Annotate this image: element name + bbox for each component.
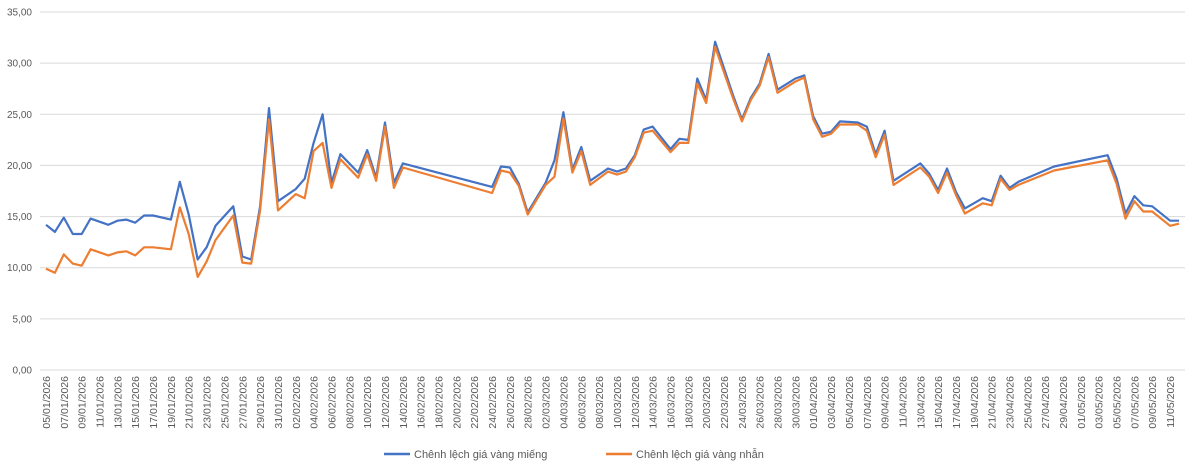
x-tick-label: 21/04/2026 [987,376,999,429]
x-tick-label: 06/03/2026 [576,376,588,429]
x-tick-label: 16/03/2026 [665,376,677,429]
x-tick-label: 08/03/2026 [594,376,606,429]
series-line-1 [45,40,1179,261]
y-tick-label: 10,00 [7,263,32,274]
x-tick-label: 03/05/2026 [1094,376,1106,429]
x-tick-label: 10/03/2026 [612,376,624,429]
x-tick-label: 19/01/2026 [166,376,178,429]
x-tick-label: 28/02/2026 [523,376,535,429]
x-tick-label: 02/03/2026 [541,376,553,429]
x-tick-label: 24/03/2026 [737,376,749,429]
x-tick-label: 30/03/2026 [790,376,802,429]
x-tick-label: 04/03/2026 [558,376,570,429]
x-tick-label: 09/05/2026 [1147,376,1159,429]
x-tick-label: 27/04/2026 [1040,376,1052,429]
x-tick-label: 29/01/2026 [255,376,267,429]
x-tick-label: 21/01/2026 [184,376,196,429]
y-tick-label: 25,00 [7,110,32,121]
x-tick-label: 20/02/2026 [451,376,463,429]
x-tick-label: 23/01/2026 [202,376,214,429]
series-line-2 [45,45,1180,278]
x-tick-label: 16/02/2026 [416,376,428,429]
x-tick-label: 18/02/2026 [434,376,446,429]
x-tick-label: 02/02/2026 [291,376,303,429]
x-tick-label: 15/01/2026 [130,376,142,429]
y-tick-label: 30,00 [7,59,32,70]
x-tick-label: 08/02/2026 [344,376,356,429]
x-tick-label: 12/03/2026 [630,376,642,429]
x-tick-label: 23/04/2026 [1004,376,1016,429]
gridlines [40,11,1185,371]
x-tick-label: 13/04/2026 [915,376,927,429]
y-axis-ticks: 0,00 5,00 10,00 15,00 20,00 25,00 30,00 35,00 [7,8,32,377]
x-tick-label: 01/04/2026 [808,376,820,429]
series-lines [45,40,1180,278]
y-tick-label: 5,00 [13,314,33,325]
x-tick-label: 31/01/2026 [273,376,285,429]
y-tick-label: 15,00 [7,212,32,223]
x-tick-label: 01/05/2026 [1076,376,1088,429]
x-tick-label: 27/01/2026 [237,376,249,429]
x-tick-label: 09/01/2026 [77,376,89,429]
x-tick-label: 14/02/2026 [398,376,410,429]
x-tick-label: 11/01/2026 [95,376,107,428]
x-tick-label: 20/03/2026 [701,376,713,429]
x-tick-label: 26/03/2026 [755,376,767,429]
x-tick-label: 12/02/2026 [380,376,392,429]
x-tick-label: 19/04/2026 [969,376,981,429]
legend: Chênh lệch giá vàng miếng Chênh lệch giá… [384,448,764,461]
x-tick-label: 07/05/2026 [1129,376,1141,429]
x-tick-label: 07/04/2026 [862,376,874,429]
y-tick-label: 35,00 [7,8,32,19]
x-tick-label: 24/02/2026 [487,376,499,429]
x-tick-label: 28/03/2026 [773,376,785,429]
x-tick-label: 17/04/2026 [951,376,963,429]
x-tick-label: 07/01/2026 [59,376,71,429]
x-tick-label: 03/04/2026 [826,376,838,429]
x-tick-label: 25/04/2026 [1022,376,1034,429]
x-tick-label: 14/03/2026 [648,376,660,429]
x-tick-label: 10/02/2026 [362,376,374,429]
x-tick-label: 05/05/2026 [1112,376,1124,429]
x-tick-label: 05/04/2026 [844,376,856,429]
x-axis-ticks: 05/01/2026 07/01/2026 09/01/2026 11/01/2026… [41,376,1177,429]
legend-label-series-2: Chênh lệch giá vàng nhẫn [636,448,764,461]
x-tick-label: 05/01/2026 [41,376,53,429]
x-tick-label: 29/04/2026 [1058,376,1070,429]
x-tick-label: 18/03/2026 [683,376,695,429]
legend-label-series-1: Chênh lệch giá vàng miếng [414,449,547,461]
x-tick-label: 22/02/2026 [469,376,481,429]
x-tick-label: 15/04/2026 [933,376,945,429]
x-tick-label: 17/01/2026 [148,376,160,429]
x-tick-label: 11/04/2026 [897,376,909,428]
x-tick-label: 11/05/2026 [1165,376,1177,428]
x-tick-label: 09/04/2026 [880,376,892,429]
x-tick-label: 04/02/2026 [309,376,321,429]
x-tick-label: 22/03/2026 [719,376,731,429]
x-tick-label: 13/01/2026 [112,376,124,429]
x-tick-label: 06/02/2026 [326,376,338,429]
x-tick-label: 26/02/2026 [505,376,517,429]
y-tick-label: 0,00 [13,366,33,377]
x-tick-label: 25/01/2026 [219,376,231,429]
y-tick-label: 20,00 [7,161,32,172]
